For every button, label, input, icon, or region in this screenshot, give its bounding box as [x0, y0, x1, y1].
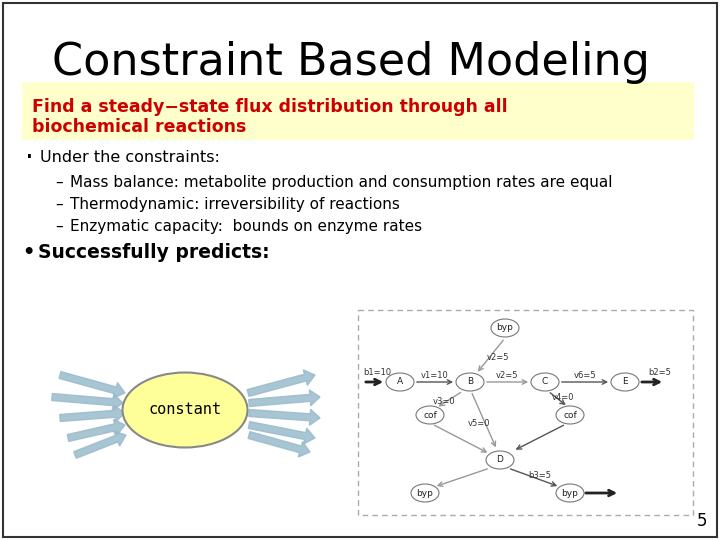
FancyBboxPatch shape: [3, 3, 717, 537]
FancyArrow shape: [59, 372, 125, 398]
Text: Constraint Based Modeling: Constraint Based Modeling: [52, 40, 650, 84]
Text: C: C: [542, 377, 548, 387]
Text: •: •: [22, 242, 35, 261]
Ellipse shape: [456, 373, 484, 391]
Text: v5=0: v5=0: [468, 420, 490, 429]
FancyArrow shape: [248, 409, 320, 426]
FancyArrow shape: [248, 431, 310, 457]
Text: b3=5: b3=5: [528, 471, 552, 481]
FancyArrow shape: [67, 420, 125, 441]
Text: byp: byp: [417, 489, 433, 497]
Text: Under the constraints:: Under the constraints:: [40, 151, 220, 165]
Ellipse shape: [122, 373, 248, 448]
Text: Successfully predicts:: Successfully predicts:: [38, 242, 269, 261]
Text: Thermodynamic: irreversibility of reactions: Thermodynamic: irreversibility of reacti…: [70, 197, 400, 212]
Text: D: D: [497, 456, 503, 464]
Ellipse shape: [486, 451, 514, 469]
Text: A: A: [397, 377, 403, 387]
Text: Mass balance: metabolite production and consumption rates are equal: Mass balance: metabolite production and …: [70, 174, 613, 190]
Text: cof: cof: [563, 410, 577, 420]
FancyArrow shape: [73, 431, 126, 458]
Text: E: E: [622, 377, 628, 387]
FancyArrow shape: [247, 370, 315, 396]
Bar: [358, 310, 693, 515]
Text: –: –: [55, 197, 63, 212]
Ellipse shape: [491, 319, 519, 337]
Ellipse shape: [556, 484, 584, 502]
Text: byp: byp: [497, 323, 513, 333]
FancyArrow shape: [248, 390, 320, 407]
Text: v3=0: v3=0: [433, 397, 455, 407]
Ellipse shape: [556, 406, 584, 424]
Text: v2=5: v2=5: [496, 370, 518, 380]
FancyArrow shape: [52, 394, 123, 410]
Ellipse shape: [416, 406, 444, 424]
Text: v6=5: v6=5: [574, 370, 596, 380]
Text: cof: cof: [423, 410, 437, 420]
Text: 5: 5: [696, 512, 707, 530]
FancyBboxPatch shape: [22, 82, 694, 140]
Text: –: –: [55, 219, 63, 233]
Text: b2=5: b2=5: [648, 368, 671, 377]
Text: Enzymatic capacity:  bounds on enzyme rates: Enzymatic capacity: bounds on enzyme rat…: [70, 219, 422, 233]
Ellipse shape: [531, 373, 559, 391]
Text: Find a steady−state flux distribution through all: Find a steady−state flux distribution th…: [32, 98, 508, 116]
Text: biochemical reactions: biochemical reactions: [32, 118, 246, 136]
Ellipse shape: [611, 373, 639, 391]
Text: v2=5: v2=5: [487, 353, 509, 361]
Text: v1=10: v1=10: [421, 370, 449, 380]
Ellipse shape: [386, 373, 414, 391]
Text: b1=10: b1=10: [363, 368, 391, 377]
Text: v4=0: v4=0: [552, 394, 575, 402]
Text: constant: constant: [148, 402, 222, 417]
Text: B: B: [467, 377, 473, 387]
Ellipse shape: [411, 484, 439, 502]
Text: ·: ·: [25, 144, 34, 172]
FancyArrow shape: [60, 406, 125, 422]
Text: byp: byp: [562, 489, 578, 497]
FancyArrow shape: [248, 422, 315, 444]
Text: –: –: [55, 174, 63, 190]
